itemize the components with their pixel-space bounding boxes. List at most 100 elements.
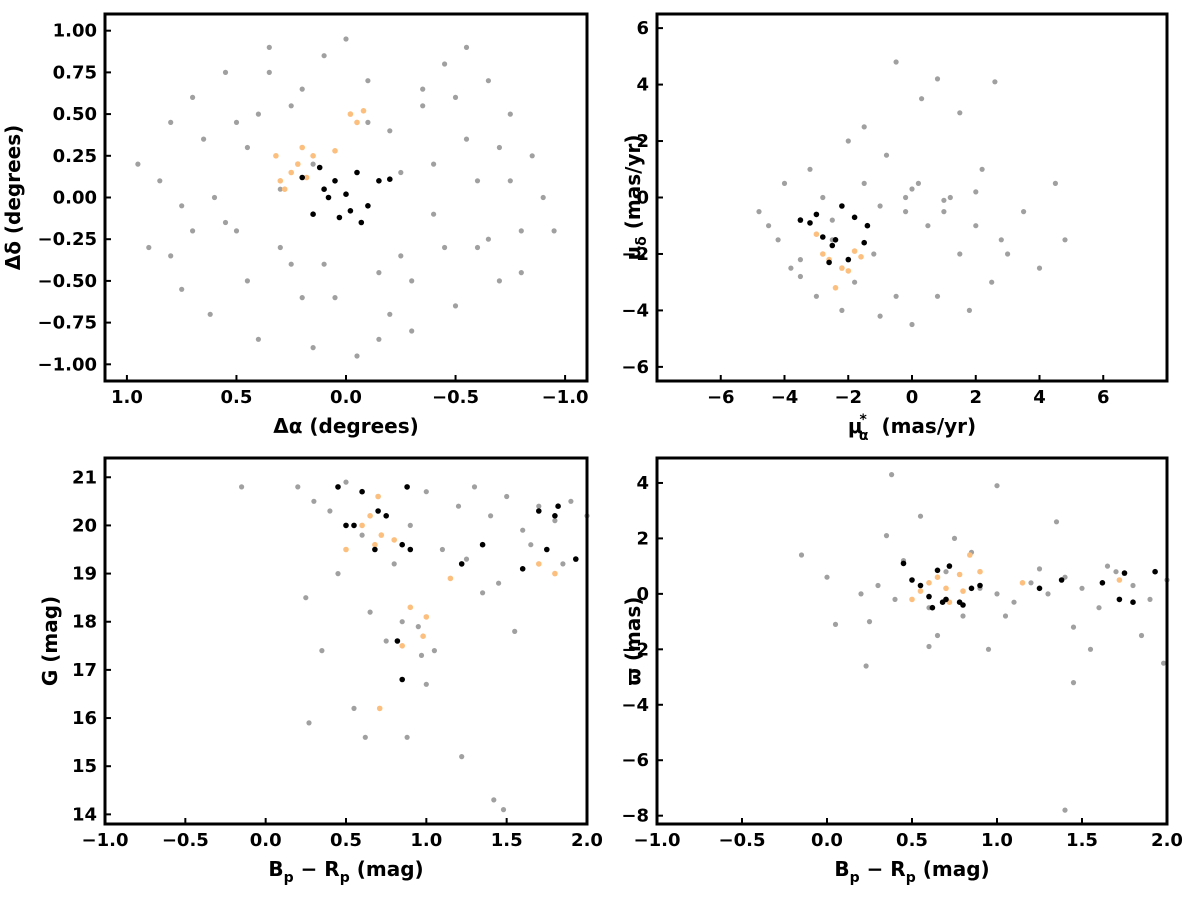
data-point-field [423,681,429,687]
data-point-field [941,197,947,203]
data-point-member [325,194,332,201]
data-point-candidate [956,571,963,578]
data-point-field [365,119,371,125]
axis-label-part: p [340,870,350,886]
data-point-field [863,663,869,669]
data-point-member [900,560,907,567]
data-point-member [939,599,946,605]
x-tick-label: 2 [969,387,982,408]
data-point-member [347,208,354,214]
data-point-field [404,734,410,740]
data-point-field [359,532,365,538]
data-point-field [387,311,393,317]
data-point-member [375,508,381,514]
axis-label-part: B [834,857,849,881]
data-point-field [306,720,312,726]
data-point-candidate [552,570,558,577]
y-tick-label: 17 [72,660,97,681]
axis-label-part: α [859,428,869,444]
y-tick-label: 16 [72,708,97,729]
data-point-field [1005,251,1011,257]
data-point-candidate [407,604,414,611]
data-point-field [423,489,429,495]
data-point-field [839,307,845,313]
data-point-candidate [295,161,301,167]
data-point-candidate [813,231,820,237]
data-point-field [311,498,317,504]
x-tick-label: −0.5 [432,387,479,408]
y-tick-label: 1.00 [53,21,97,42]
data-point-member [946,563,953,569]
data-point-field [926,643,932,650]
data-point-member [365,203,371,209]
data-point-member [839,203,845,209]
data-point-field [909,186,915,192]
data-point-field [343,479,349,485]
data-point-field [496,278,502,284]
data-point-field [442,244,448,251]
data-point-field [295,484,301,490]
data-point-field [813,293,820,299]
data-point-field [399,619,405,625]
data-point-field [861,180,867,186]
data-point-field [321,261,327,267]
data-point-field [883,533,890,539]
data-point-field [1161,660,1167,666]
data-point-field [1138,632,1145,639]
data-point-member [552,513,558,519]
data-point-field [222,69,229,75]
data-point-candidate [536,561,542,567]
data-point-field [367,609,373,615]
data-point-field [934,632,941,639]
data-point-field [1104,563,1111,569]
data-point-candidate [960,588,966,594]
data-point-field [387,128,393,134]
data-point-field [255,336,261,342]
data-point-field [877,313,883,319]
data-point-field [973,223,979,229]
x-tick-label: 0.5 [896,830,928,851]
data-point-field [852,279,858,285]
data-point-field [1011,599,1017,605]
data-point-field [1028,580,1034,586]
data-point-candidate [310,153,316,159]
y-tick-label: −2 [621,244,649,265]
data-point-field [321,53,327,59]
data-point-field [179,286,185,292]
data-point-candidate [372,541,378,548]
data-point-field [893,59,899,65]
data-point-field [512,628,518,635]
data-point-field [319,648,325,654]
data-point-field [832,621,839,628]
x-tick-label: 1.5 [491,830,523,851]
y-tick-label: 4 [636,75,649,96]
data-point-field [303,595,309,601]
data-point-candidate [967,552,973,558]
data-point-member [555,503,561,510]
y-tick-label: 0.75 [53,62,97,83]
data-point-field [934,293,941,299]
x-axis-label: Bp − Rp (mag) [268,857,423,886]
data-point-field [925,223,931,229]
data-point-member [310,211,316,217]
data-point-candidate [277,178,284,184]
data-point-field [985,646,992,652]
data-point-member [1116,596,1123,603]
data-point-field [1087,646,1094,652]
data-point-member [1099,580,1106,586]
data-point-field [529,153,535,159]
data-point-field [266,69,272,75]
data-point-field [775,237,781,243]
x-tick-label: −1.0 [634,830,681,851]
data-point-field [829,217,835,223]
data-point-member [807,220,813,226]
data-point-field [1070,624,1077,630]
data-point-field [957,251,963,257]
data-point-field [332,295,338,301]
y-tick-label: 20 [72,515,97,536]
data-point-field [820,194,826,201]
y-tick-label: 0.50 [53,104,97,125]
data-point-field [452,303,459,309]
data-point-member [909,577,915,583]
